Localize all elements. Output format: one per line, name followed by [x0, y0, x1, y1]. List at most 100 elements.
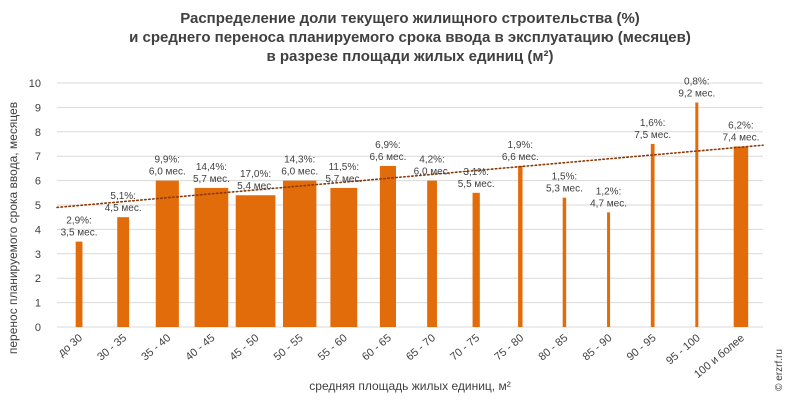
bar [117, 217, 130, 327]
x-tick-label: 90 - 95 [625, 332, 659, 363]
x-tick-label: 30 - 35 [95, 332, 129, 363]
bar [235, 195, 276, 327]
data-label: 14,4%: 5,7 мес. [193, 162, 230, 185]
bar [194, 187, 229, 327]
data-label: 1,9%: 6,6 мес. [502, 140, 539, 163]
data-label: 11,5%: 5,7 мес. [325, 162, 362, 185]
y-tick-label: 7 [35, 151, 41, 163]
x-tick-label: 35 - 40 [139, 332, 173, 363]
data-label-line: 6,0 мес. [414, 167, 451, 178]
data-label-line: 0,8%: [684, 77, 710, 88]
data-label-line: 4,7 мес. [590, 198, 627, 209]
data-label: 3,1%: 5,5 мес. [458, 167, 495, 190]
bar [75, 241, 83, 327]
y-tick-label: 10 [29, 78, 41, 90]
x-tick-label: 85 - 90 [581, 332, 615, 363]
data-label-line: 5,7 мес. [325, 174, 362, 185]
data-label: 6,2%: 7,4 мес. [722, 120, 759, 143]
y-tick-label: 1 [35, 298, 41, 310]
bar [562, 197, 567, 327]
data-label: 6,9%: 6,6 мес. [369, 140, 406, 163]
bar [282, 180, 317, 327]
trendline-layer [56, 144, 764, 209]
bar [518, 165, 523, 327]
bar [427, 180, 437, 327]
data-label-line: 1,6%: [640, 118, 666, 129]
x-tick-label: 60 - 65 [360, 332, 394, 363]
x-tick-label: 95 - 100 [664, 332, 703, 367]
data-label-line: 7,4 мес. [722, 132, 759, 143]
y-tick-label: 5 [35, 200, 41, 212]
x-tick-label: 50 - 55 [272, 332, 306, 363]
y-tick-label: 2 [35, 273, 41, 285]
y-tick-label: 8 [35, 127, 41, 139]
data-label-line: 1,9%: [508, 140, 534, 151]
bar [607, 212, 611, 327]
data-label: 9,9%: 6,0 мес. [149, 155, 186, 178]
x-tick-label: 40 - 45 [183, 332, 217, 363]
data-label-line: 17,0%: [240, 169, 271, 180]
data-label-line: 2,9%: [66, 216, 92, 227]
data-label-line: 5,7 мес. [193, 174, 230, 185]
x-tick-label: 70 - 75 [448, 332, 482, 363]
bar [733, 146, 749, 327]
bar [379, 165, 396, 327]
y-axis-label: перенос планируемого срока ввода, месяце… [6, 102, 20, 354]
data-label-line: 6,9%: [375, 140, 401, 151]
x-tick-label: 80 - 85 [536, 332, 570, 363]
trendline [56, 144, 764, 209]
data-label-line: 7,5 мес. [634, 130, 671, 141]
x-tick-label: 55 - 60 [316, 332, 350, 363]
data-label-line: 14,4%: [196, 162, 227, 173]
data-label: 4,2%: 6,0 мес. [414, 155, 451, 178]
bar [155, 180, 179, 327]
data-label-line: 5,4 мес. [237, 181, 274, 192]
x-tick-label: 65 - 70 [404, 332, 438, 363]
y-tick-label: 4 [35, 224, 41, 236]
data-label-line: 9,2 мес. [678, 89, 715, 100]
data-label-line: 6,0 мес. [281, 167, 318, 178]
data-label-line: 4,2%: [419, 155, 445, 166]
bar [472, 192, 480, 327]
x-axis-label: средняя площадь жилых единиц, м² [309, 379, 510, 393]
chart-title-line: Распределение доли текущего жилищного ст… [180, 10, 640, 27]
data-label-line: 1,5%: [552, 172, 578, 183]
data-label-line: 1,2%: [596, 186, 622, 197]
data-label: 17,0%: 5,4 мес. [237, 169, 274, 192]
data-label: 14,3%: 6,0 мес. [281, 155, 318, 178]
bar [695, 102, 699, 328]
bar [650, 144, 655, 327]
bars [75, 102, 749, 328]
data-label-line: 4,5 мес. [105, 203, 142, 214]
data-label-line: 3,5 мес. [61, 228, 98, 239]
chart-title-line: и среднего переноса планируемого срока в… [129, 29, 691, 46]
data-label-line: 3,1%: [463, 167, 489, 178]
chart-title: Распределение доли текущего жилищного ст… [129, 10, 691, 65]
bar [330, 187, 358, 327]
data-label-line: 5,3 мес. [546, 184, 583, 195]
data-label: 1,5%: 5,3 мес. [546, 172, 583, 195]
data-label: 0,8%: 9,2 мес. [678, 77, 715, 100]
y-tick-label: 9 [35, 102, 41, 114]
data-label-line: 5,5 мес. [458, 179, 495, 190]
data-label: 1,2%: 4,7 мес. [590, 186, 627, 209]
data-label-line: 6,0 мес. [149, 167, 186, 178]
data-label-line: 5,1%: [110, 191, 136, 202]
data-label: 5,1%: 4,5 мес. [105, 191, 142, 214]
data-labels: 2,9%: 3,5 мес.5,1%: 4,5 мес.9,9%: 6,0 мес. 1… [61, 77, 760, 239]
data-label-line: 6,6 мес. [369, 152, 406, 163]
data-label-line: 6,6 мес. [502, 152, 539, 163]
data-label: 1,6%: 7,5 мес. [634, 118, 671, 141]
y-tick-label: 0 [35, 322, 41, 334]
data-label-line: 11,5%: [329, 162, 359, 173]
data-label-line: 14,3%: [284, 155, 315, 166]
y-tick-label: 6 [35, 176, 41, 188]
x-tick-label: 45 - 50 [228, 332, 262, 363]
data-label: 2,9%: 3,5 мес. [61, 216, 98, 239]
x-tick-label: до 30 [56, 332, 85, 359]
x-tick-label: 75 - 80 [492, 332, 526, 363]
y-tick-label: 3 [35, 249, 41, 261]
data-label-line: 9,9%: [155, 155, 181, 166]
